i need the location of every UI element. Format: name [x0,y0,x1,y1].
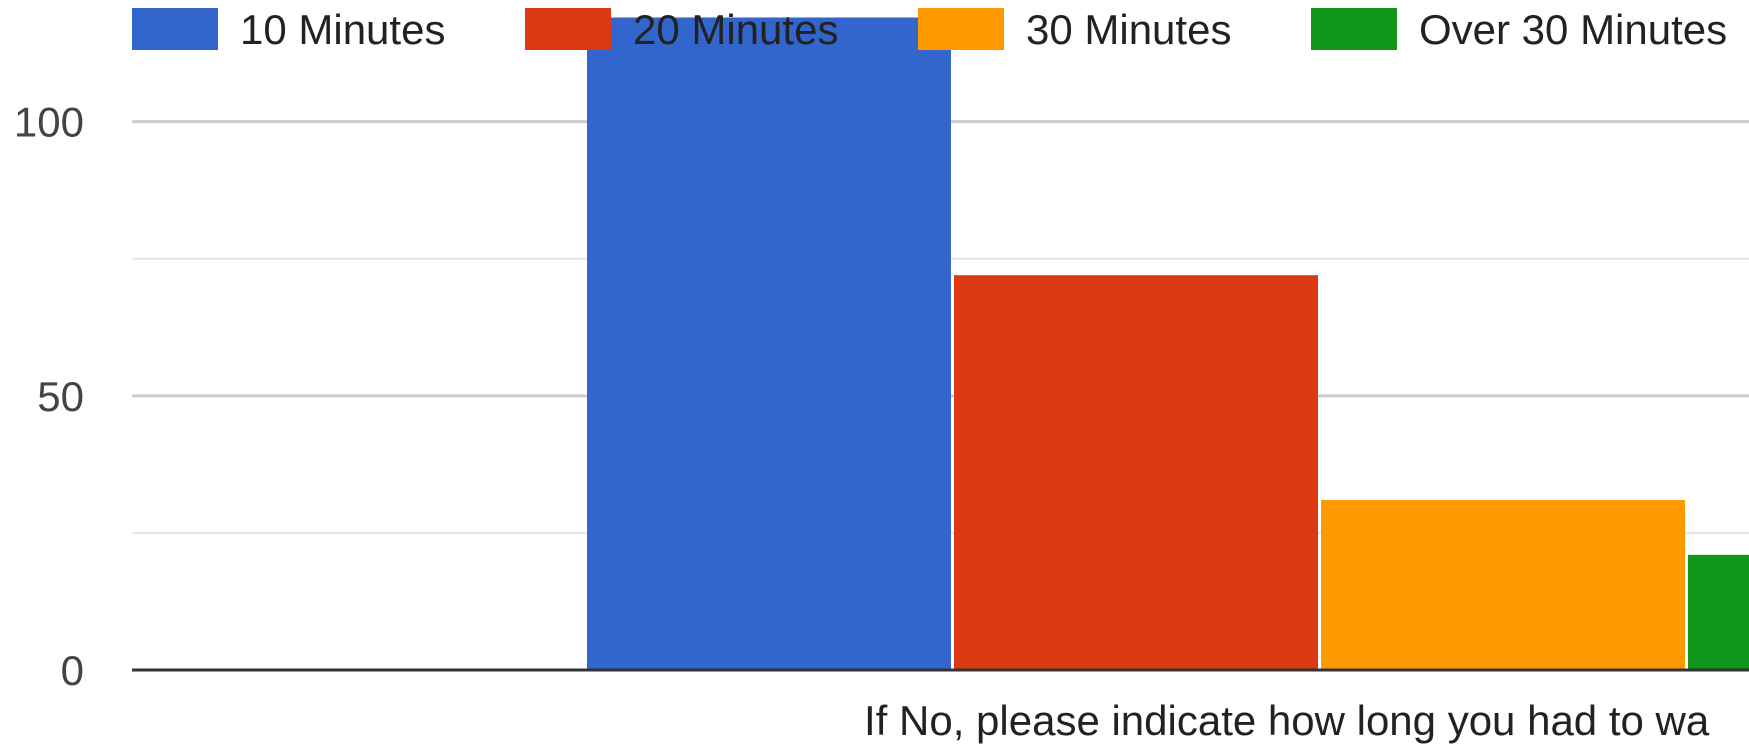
bar-over-30-minutes [1688,554,1749,670]
legend-swatch-10-minutes [132,8,218,50]
bar-10-minutes [587,17,951,670]
legend-label-30-minutes: 30 Minutes [1026,6,1231,53]
y-axis-ticks: 0 50 100 [14,99,84,694]
legend-label-10-minutes: 10 Minutes [240,6,445,53]
legend-label-20-minutes: 20 Minutes [633,6,838,53]
x-axis-title: If No, please indicate how long you had … [864,697,1710,744]
y-tick-label: 50 [37,373,84,420]
y-tick-label: 0 [61,647,84,694]
y-tick-label: 100 [14,99,84,146]
legend-swatch-30-minutes [918,8,1004,50]
bar-30-minutes [1321,500,1685,670]
legend-swatch-20-minutes [525,8,611,50]
legend-swatch-over-30-minutes [1311,8,1397,50]
legend: 10 Minutes 20 Minutes 30 Minutes Over 30 Mi… [132,6,1727,53]
bars [587,17,1749,670]
legend-label-over-30-minutes: Over 30 Minutes [1419,6,1727,53]
bar-20-minutes [954,275,1318,670]
